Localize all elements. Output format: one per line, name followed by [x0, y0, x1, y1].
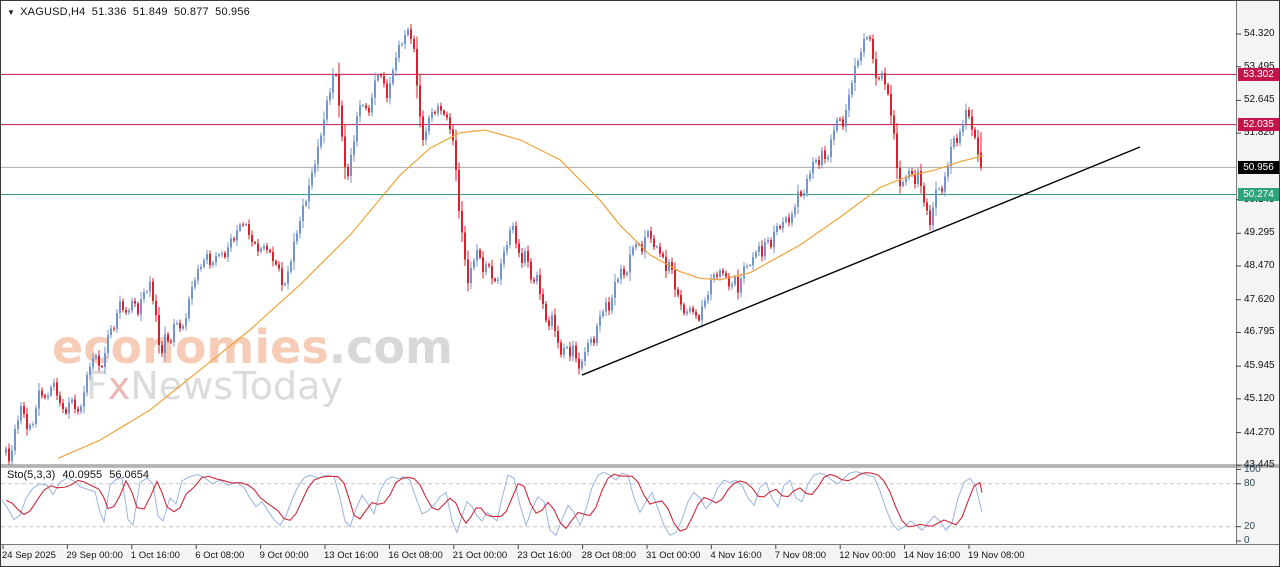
price-chart-group — [1, 23, 1236, 465]
price-tick-label: 48.470 — [1244, 260, 1275, 271]
date-tick-label[interactable]: 6 Oct 08:00 — [195, 550, 245, 561]
price-tick-label: 54.320 — [1244, 28, 1275, 39]
price-tick-label: 49.295 — [1244, 227, 1275, 239]
trendline[interactable] — [581, 146, 1141, 376]
ohlc-high: 51.849 — [132, 6, 168, 18]
date-tick-label[interactable]: 9 Oct 00:00 — [259, 550, 309, 561]
price-tick-label: 45.945 — [1244, 360, 1275, 372]
stochastic-label: Sto(5,3,3) 40.0955 56.0654 — [7, 469, 153, 481]
sto-scale-label: 100 — [1244, 463, 1261, 475]
chart-title: ▼ XAGUSD,H4 51.336 51.849 50.877 50.956 — [7, 6, 253, 18]
ohlc-open: 51.336 — [91, 6, 127, 18]
date-tick-label[interactable]: 23 Oct 16:00 — [517, 550, 572, 561]
symbol-dropdown-icon[interactable]: ▼ — [7, 8, 16, 17]
date-tick-label[interactable]: 14 Nov 16:00 — [903, 550, 961, 561]
date-tick-label[interactable]: 21 Oct 00:00 — [452, 550, 508, 561]
date-tick-label[interactable]: 7 Nov 08:00 — [774, 550, 827, 561]
sto-scale-label: 20 — [1244, 520, 1256, 532]
date-tick-label[interactable]: 29 Sep 00:00 — [66, 550, 123, 561]
date-tick-label[interactable]: 24 Sep 2025 — [2, 550, 56, 561]
stochastic-main-value: 40.0955 — [62, 469, 103, 481]
ohlc-low: 50.877 — [174, 6, 209, 18]
date-tick-label[interactable]: 16 Oct 08:00 — [388, 550, 443, 561]
sto-scale-label: 80 — [1244, 477, 1256, 489]
date-tick-label[interactable]: 28 Oct 08:00 — [581, 550, 636, 561]
stochastic-group — [1, 471, 1236, 537]
price-tick-label: 47.620 — [1244, 293, 1275, 305]
moving-average-line[interactable] — [57, 129, 984, 459]
price-tick-label: 45.120 — [1244, 392, 1275, 404]
date-tick-label[interactable]: 12 Nov 00:00 — [839, 550, 896, 561]
stochastic-signal-value: 56.0654 — [109, 469, 149, 481]
price-tick-label: 43.445 — [1244, 459, 1275, 471]
stochastic-name: Sto(5,3,3) — [7, 469, 56, 481]
sto-signal-line — [5, 472, 983, 532]
sto-main-line — [1, 471, 983, 537]
watermark-tagline: FxNewsToday — [86, 364, 343, 408]
ohlc-close: 50.956 — [215, 6, 250, 18]
date-tick-label[interactable]: 1 Oct 16:00 — [130, 550, 180, 561]
main-pane[interactable] — [1, 1, 1236, 465]
price-level-label-50.956[interactable]: 50.956 — [1238, 160, 1279, 174]
candles — [5, 23, 982, 465]
date-tick-label[interactable]: 19 Nov 08:00 — [968, 550, 1025, 561]
price-tick-label: 44.270 — [1244, 426, 1275, 438]
price-level-label-53.302[interactable]: 53.302 — [1238, 67, 1279, 81]
price-level-label-50.274[interactable]: 50.274 — [1238, 187, 1279, 201]
date-tick-label[interactable]: 13 Oct 16:00 — [324, 550, 379, 561]
price-level-label-52.035[interactable]: 52.035 — [1238, 118, 1279, 132]
date-tick-label[interactable]: 4 Nov 16:00 — [710, 550, 762, 561]
price-tick-label: 51.820 — [1244, 127, 1275, 139]
price-tick-label: 46.795 — [1244, 326, 1275, 338]
symbol-period: XAGUSD,H4 — [20, 6, 86, 18]
price-tick-label: 53.495 — [1244, 60, 1275, 72]
sto-scale-label: 0 — [1244, 535, 1250, 546]
date-tick-label[interactable]: 31 Oct 00:00 — [646, 550, 701, 561]
price-tick-label: 52.645 — [1244, 94, 1275, 106]
